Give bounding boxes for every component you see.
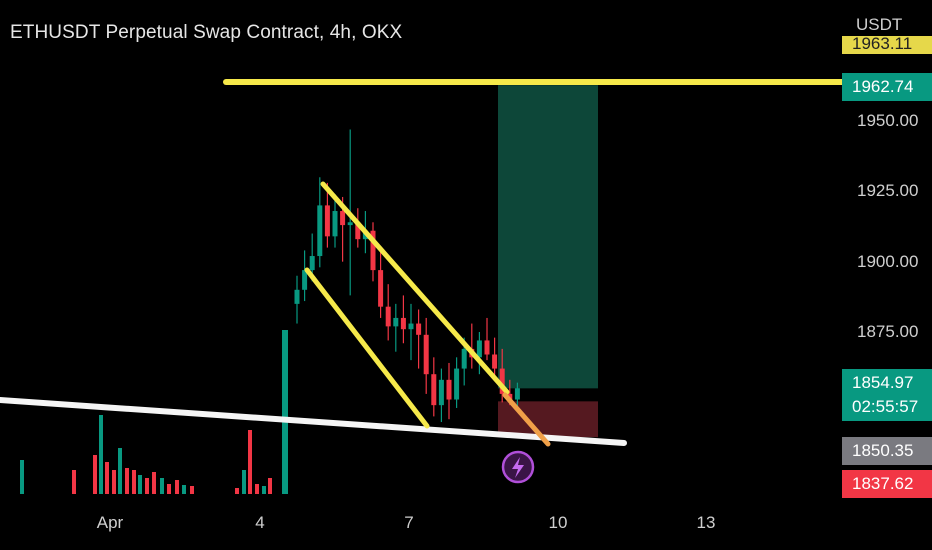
volume-bar xyxy=(182,485,186,494)
volume-bar xyxy=(132,470,136,494)
candle xyxy=(454,357,460,408)
volume-bar xyxy=(262,486,266,494)
candle xyxy=(423,317,429,394)
volume-bar xyxy=(190,486,194,494)
volume-bars xyxy=(20,330,288,494)
candle xyxy=(484,317,490,361)
candle xyxy=(492,337,498,380)
candle xyxy=(499,348,505,403)
candle xyxy=(408,303,414,361)
volume-bar xyxy=(160,478,164,494)
candle xyxy=(446,362,452,420)
stop-price-badge: 1837.62 xyxy=(842,470,932,498)
candle xyxy=(302,250,308,302)
projection-line[interactable] xyxy=(502,392,551,447)
x-tick-label: 13 xyxy=(696,513,716,532)
support-trendline[interactable] xyxy=(0,397,627,446)
target-price-badge: 1962.74 xyxy=(842,73,932,101)
x-tick-label: 4 xyxy=(255,513,265,532)
volume-bar xyxy=(93,455,97,494)
partial-price-badge: 1963.11 xyxy=(842,36,932,54)
volume-bar xyxy=(112,470,116,494)
volume-bar xyxy=(242,470,246,494)
candle xyxy=(355,208,361,248)
entry-price-badge: 1850.35 xyxy=(842,437,932,465)
flag-lower-line[interactable] xyxy=(304,267,430,429)
candle xyxy=(370,222,376,282)
candle xyxy=(431,357,437,417)
candlestick-series xyxy=(294,129,520,423)
x-tick-label: 7 xyxy=(404,513,414,532)
x-tick-label: 10 xyxy=(548,513,568,532)
candle-countdown: 02:55:57 xyxy=(852,397,919,416)
lightning-icon[interactable] xyxy=(501,450,535,484)
volume-bar xyxy=(105,462,109,494)
y-tick-label: 1900.00 xyxy=(857,251,919,271)
volume-bar xyxy=(152,472,156,494)
volume-bar xyxy=(145,478,149,494)
volume-bar xyxy=(99,415,103,494)
volume-bar xyxy=(282,330,288,494)
currency-label: USDT xyxy=(856,15,903,34)
candle xyxy=(476,332,482,375)
candle xyxy=(324,182,330,248)
volume-bar xyxy=(72,470,76,494)
candle xyxy=(438,368,444,423)
volume-bar xyxy=(20,460,24,494)
chart-title: ETHUSDT Perpetual Swap Contract, 4h, OKX xyxy=(10,22,403,43)
volume-bar xyxy=(138,475,142,494)
y-tick-label: 1950.00 xyxy=(857,111,919,130)
volume-bar xyxy=(255,484,259,494)
volume-bar xyxy=(125,468,129,494)
take-profit-zone[interactable] xyxy=(498,85,598,389)
candle xyxy=(514,382,520,408)
volume-bar xyxy=(235,488,239,494)
volume-bar xyxy=(118,448,122,494)
current-price-badge: 1854.97 02:55:57 xyxy=(842,369,932,421)
volume-bar xyxy=(167,484,171,494)
candle xyxy=(317,177,323,268)
flag-upper-line[interactable] xyxy=(320,181,510,395)
y-tick-label: 1925.00 xyxy=(857,181,919,201)
candle xyxy=(294,275,300,324)
candle xyxy=(378,247,384,318)
volume-bar xyxy=(268,478,272,494)
volume-bar xyxy=(175,480,179,494)
candle xyxy=(332,194,338,248)
candle xyxy=(393,303,399,352)
current-price: 1854.97 xyxy=(852,373,914,392)
volume-bar xyxy=(248,430,252,494)
candle xyxy=(385,284,391,341)
candle xyxy=(416,309,422,369)
y-tick-label: 1875.00 xyxy=(857,322,919,341)
candle xyxy=(400,295,406,344)
x-tick-label: Apr xyxy=(96,513,124,532)
